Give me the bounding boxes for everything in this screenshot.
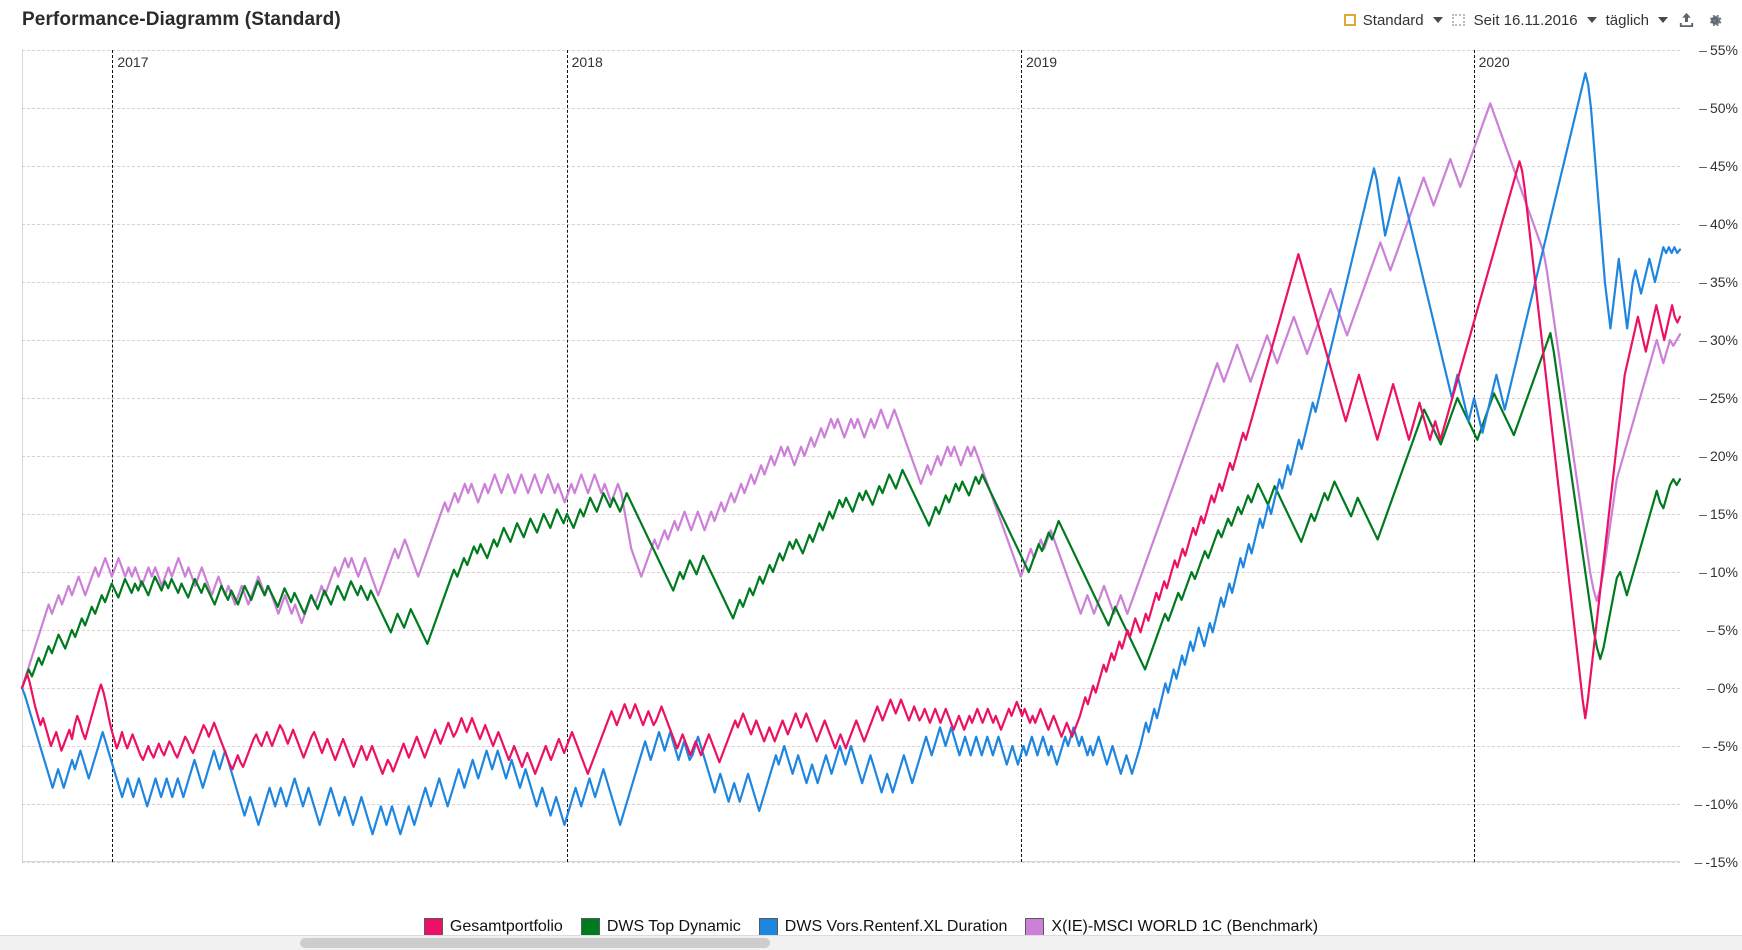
period-selector[interactable]: Seit 16.11.2016 — [1474, 12, 1578, 29]
year-separator-line — [112, 50, 114, 862]
interval-selector-label: täglich — [1605, 11, 1649, 29]
y-axis-tick: – -15% — [1694, 854, 1738, 870]
gridline — [22, 630, 1680, 631]
legend-item[interactable]: Gesamtportfolio — [423, 917, 563, 937]
legend-label: Gesamtportfolio — [449, 918, 563, 935]
upload-icon[interactable] — [1677, 11, 1696, 30]
period-selector-label: Seit 16.11.2016 — [1473, 11, 1578, 29]
gridline — [22, 456, 1680, 457]
y-axis-tick: –30% — [1699, 332, 1738, 348]
y-axis-tick: –45% — [1699, 158, 1738, 174]
legend-swatch — [580, 917, 600, 937]
chart-header: Performance-Diagramm (Standard) Standard… — [0, 0, 1742, 40]
page-title: Performance-Diagramm (Standard) — [22, 9, 341, 30]
legend-swatch — [758, 917, 778, 937]
legend-label: DWS Vors.Rentenf.XL Duration — [784, 918, 1008, 935]
gridline — [22, 572, 1680, 573]
gridline — [22, 398, 1680, 399]
gridline — [22, 514, 1680, 515]
legend-label: DWS Top Dynamic — [606, 918, 741, 935]
year-separator-line — [1020, 50, 1022, 862]
plot-canvas[interactable]: 2017 2018 2019 2020 — [22, 50, 1680, 863]
gridline — [22, 224, 1680, 225]
y-axis-tick: –0% — [1706, 680, 1738, 696]
chart-area: 2017 2018 2019 2020 –55% –50% –45% –40% –35% –30… — [0, 40, 1742, 910]
dotted-square-icon[interactable] — [1451, 14, 1465, 26]
year-separator-line — [1473, 50, 1475, 862]
interval-selector[interactable]: täglich — [1606, 12, 1649, 29]
y-axis-tick: –50% — [1699, 100, 1738, 116]
gridline — [22, 804, 1680, 805]
y-axis-tick: –40% — [1699, 216, 1738, 232]
year-separator-line — [566, 50, 568, 862]
gridline — [22, 282, 1680, 283]
gridline — [22, 50, 1680, 51]
y-axis-tick: – -10% — [1694, 796, 1738, 812]
plot-bottom-border — [22, 861, 1680, 862]
legend-item[interactable]: DWS Top Dynamic — [580, 917, 741, 937]
series-line — [22, 103, 1680, 688]
chart-legend: Gesamtportfolio DWS Top Dynamic DWS Vors.R… — [0, 904, 1742, 950]
x-axis-tick: 2019 — [1025, 54, 1058, 70]
series-line — [22, 161, 1680, 773]
series-line — [22, 333, 1680, 688]
series-lines — [22, 50, 1680, 862]
gridline — [22, 108, 1680, 109]
gridline — [22, 862, 1680, 863]
chart-toolbar: Standard Seit 16.11.2016 täglich — [1343, 11, 1730, 30]
legend-label: X(IE)-MSCI WORLD 1C (Benchmark) — [1051, 918, 1319, 935]
gridline — [22, 340, 1680, 341]
y-axis-tick: –25% — [1699, 390, 1738, 406]
view-chevron-down-icon[interactable] — [1432, 17, 1443, 23]
gridline — [22, 166, 1680, 167]
legend-item[interactable]: X(IE)-MSCI WORLD 1C (Benchmark) — [1025, 917, 1319, 937]
horizontal-scrollbar[interactable] — [0, 935, 1742, 950]
legend-swatch — [1025, 917, 1045, 937]
view-selector[interactable]: Standard — [1343, 11, 1424, 29]
gridline — [22, 688, 1680, 689]
series-line — [22, 73, 1680, 834]
y-axis-tick: –10% — [1699, 564, 1738, 580]
view-selector-label: Standard — [1362, 11, 1424, 29]
y-axis-tick: –35% — [1699, 274, 1738, 290]
x-axis-tick: 2020 — [1478, 54, 1510, 70]
legend-swatch — [423, 917, 443, 937]
legend-item[interactable]: DWS Vors.Rentenf.XL Duration — [758, 917, 1008, 937]
period-chevron-down-icon[interactable] — [1586, 17, 1597, 23]
gear-icon[interactable] — [1705, 11, 1724, 30]
interval-chevron-down-icon[interactable] — [1658, 17, 1668, 23]
y-axis-tick: –15% — [1699, 506, 1738, 522]
y-axis: –55% –50% –45% –40% –35% –30% –25% –20% –15% –10%… — [1680, 42, 1742, 870]
y-axis-tick: –5% — [1706, 622, 1738, 638]
y-axis-tick: –55% — [1699, 42, 1738, 58]
x-axis-tick: 2018 — [571, 54, 603, 70]
scrollbar-thumb[interactable] — [300, 938, 770, 948]
x-axis-tick: 2017 — [117, 54, 149, 70]
y-axis-tick: – -5% — [1702, 738, 1738, 754]
orange-square-icon — [1343, 14, 1356, 26]
y-axis-tick: –20% — [1699, 448, 1738, 464]
